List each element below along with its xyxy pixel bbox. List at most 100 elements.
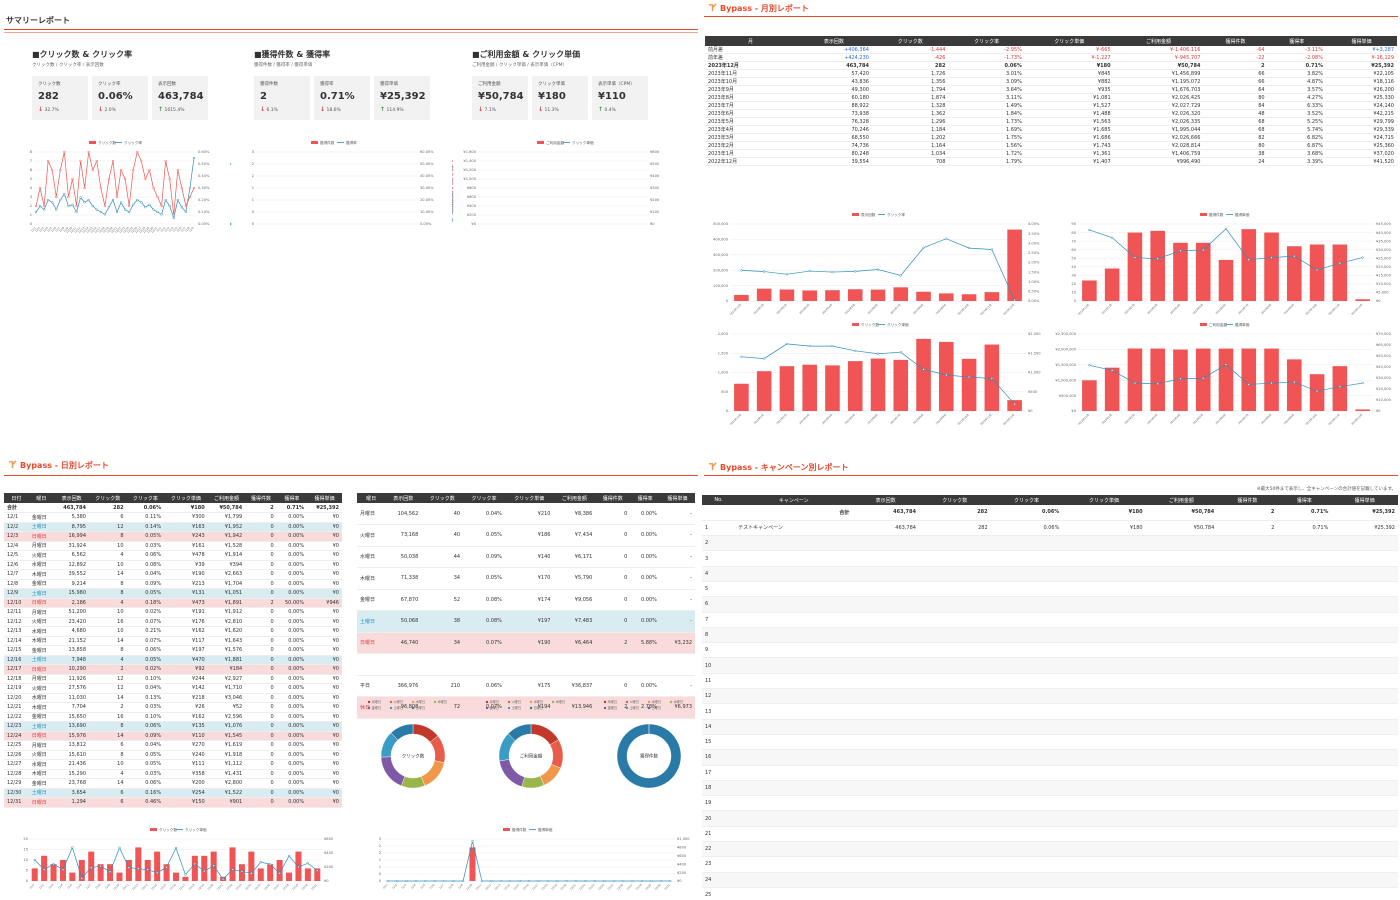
table-cell <box>918 688 991 705</box>
table-row: 2023年3月 68,550 1,202 1.75% ¥1,686 ¥2,026,666 8… <box>705 133 1397 142</box>
x-tick: 12/4 <box>57 883 64 890</box>
x-tick: 12/24 <box>122 226 130 234</box>
bar <box>870 289 886 301</box>
line-point <box>1361 381 1364 385</box>
table-cell <box>1145 734 1218 751</box>
table-cell: 14 <box>89 569 127 580</box>
line-point-2 <box>79 159 82 163</box>
column-header: 獲得件数 <box>595 493 631 503</box>
table-cell: 25 <box>702 887 736 900</box>
table-cell: 12/10 <box>4 598 29 608</box>
table-cell: 0.00% <box>276 655 308 665</box>
table-cell <box>852 535 919 552</box>
line-point <box>452 202 454 205</box>
x-tick: 12/22 <box>578 883 586 891</box>
table-cell: ¥0 <box>307 740 342 751</box>
line-point-2 <box>144 177 147 181</box>
table-cell: 463,784 <box>795 61 872 70</box>
kpi-value: ¥50,784 <box>478 91 524 102</box>
table-cell: 0 <box>595 567 631 590</box>
table-cell <box>1277 581 1332 598</box>
table-cell: 0.04% <box>126 740 165 751</box>
table-cell: ¥2,800 <box>207 778 246 789</box>
table-cell: 水曜日 <box>357 546 386 568</box>
table-cell: 水曜日 <box>28 759 55 770</box>
table-cell: 0 <box>245 522 277 532</box>
table-cell: -22 <box>1203 53 1268 62</box>
x-tick: 12/26 <box>130 226 138 234</box>
kpi-change: ↓ 18.6% <box>320 106 364 113</box>
summary-chart-conversions: 獲得件数 獲得率322110060.00%50.00%40.00%30.00%20… <box>230 140 434 229</box>
table-cell <box>735 550 853 567</box>
table-cell: 80 <box>1203 93 1268 102</box>
table-cell: ¥1,527 <box>1024 101 1114 110</box>
table-cell: ¥0 <box>307 588 342 599</box>
kpi-card: 表示単価（CPM） ¥110 ↑ 0.4% <box>592 76 648 120</box>
table-cell: 0.00% <box>276 617 308 627</box>
line-point <box>452 179 454 183</box>
table-row: 17 <box>702 765 1398 781</box>
table-cell: 0.00% <box>276 531 308 542</box>
kpi-value: 0.06% <box>98 91 133 102</box>
kpi-label: ご利用金額 <box>478 82 501 87</box>
line-point <box>99 210 102 214</box>
table-row: 16 <box>702 749 1398 766</box>
y-tick-left: ¥1,600 <box>463 150 476 154</box>
bar <box>125 860 132 881</box>
table-cell <box>1217 749 1278 766</box>
x-tick: 12/8 <box>58 226 65 233</box>
table-cell: ¥1,361 <box>1024 149 1114 158</box>
x-tick: 12/2 <box>391 883 398 890</box>
column-header: クリック数 <box>89 493 127 503</box>
line-point-2 <box>452 168 454 172</box>
table-header-row: 月表示回数 クリック数 クリック率 クリック単価 ご利用金額 獲得件数 獲得率 獲得単価 <box>705 36 1397 46</box>
line-point-2 <box>128 204 131 208</box>
table-cell <box>553 653 596 676</box>
table-cell: ¥26 <box>164 702 208 713</box>
table-cell <box>852 841 919 858</box>
line-point <box>1156 382 1159 385</box>
table-cell: 18 <box>702 780 736 797</box>
x-tick: 2023年2月 <box>775 303 788 315</box>
line-point <box>414 879 418 883</box>
table-cell: 平日 <box>357 675 386 697</box>
table-cell: ¥176 <box>164 617 208 627</box>
table-cell <box>1145 872 1218 888</box>
line-point <box>250 872 253 875</box>
x-tick: 2023年5月 <box>1192 303 1205 315</box>
table-cell: ¥200 <box>164 778 208 789</box>
table-cell: 2023年8月 <box>705 93 796 102</box>
table-cell: 2 <box>245 598 277 608</box>
table-cell <box>1217 719 1278 735</box>
donut-center-label: ご利用金額 <box>520 753 543 760</box>
table-cell: 6.87% <box>1267 141 1326 150</box>
bar <box>1264 232 1279 301</box>
table-cell <box>1331 872 1398 888</box>
x-tick: 2023年7月 <box>1237 413 1250 425</box>
table-cell <box>990 856 1063 873</box>
y-tick-left: 70 <box>1071 239 1076 243</box>
table-cell <box>1145 856 1218 873</box>
table-cell <box>1062 581 1146 598</box>
table-cell: 日曜日 <box>28 531 55 542</box>
line-point <box>1013 298 1016 302</box>
table-cell: 水曜日 <box>28 626 55 637</box>
table-cell: ¥22,105 <box>1325 69 1397 78</box>
line-point <box>509 879 512 883</box>
table-cell: ¥254 <box>164 788 208 798</box>
line-point <box>180 206 183 209</box>
table-cell: 1,184 <box>871 125 949 134</box>
table-row: 月曜日 104,562 40 0.04% ¥210 ¥8,386 0 0.00% - <box>357 503 695 525</box>
x-tick: 12/31 <box>310 883 318 891</box>
line-point-2 <box>156 195 159 199</box>
table-cell <box>1217 535 1278 552</box>
table-cell: ¥191 <box>164 607 208 618</box>
table-cell: 16 <box>89 712 127 722</box>
table-cell <box>1062 719 1146 735</box>
line-point <box>174 846 178 850</box>
table-cell <box>990 642 1063 659</box>
x-tick: 2023年7月 <box>889 413 902 425</box>
table-cell <box>990 703 1063 720</box>
line-point-2 <box>164 159 167 163</box>
